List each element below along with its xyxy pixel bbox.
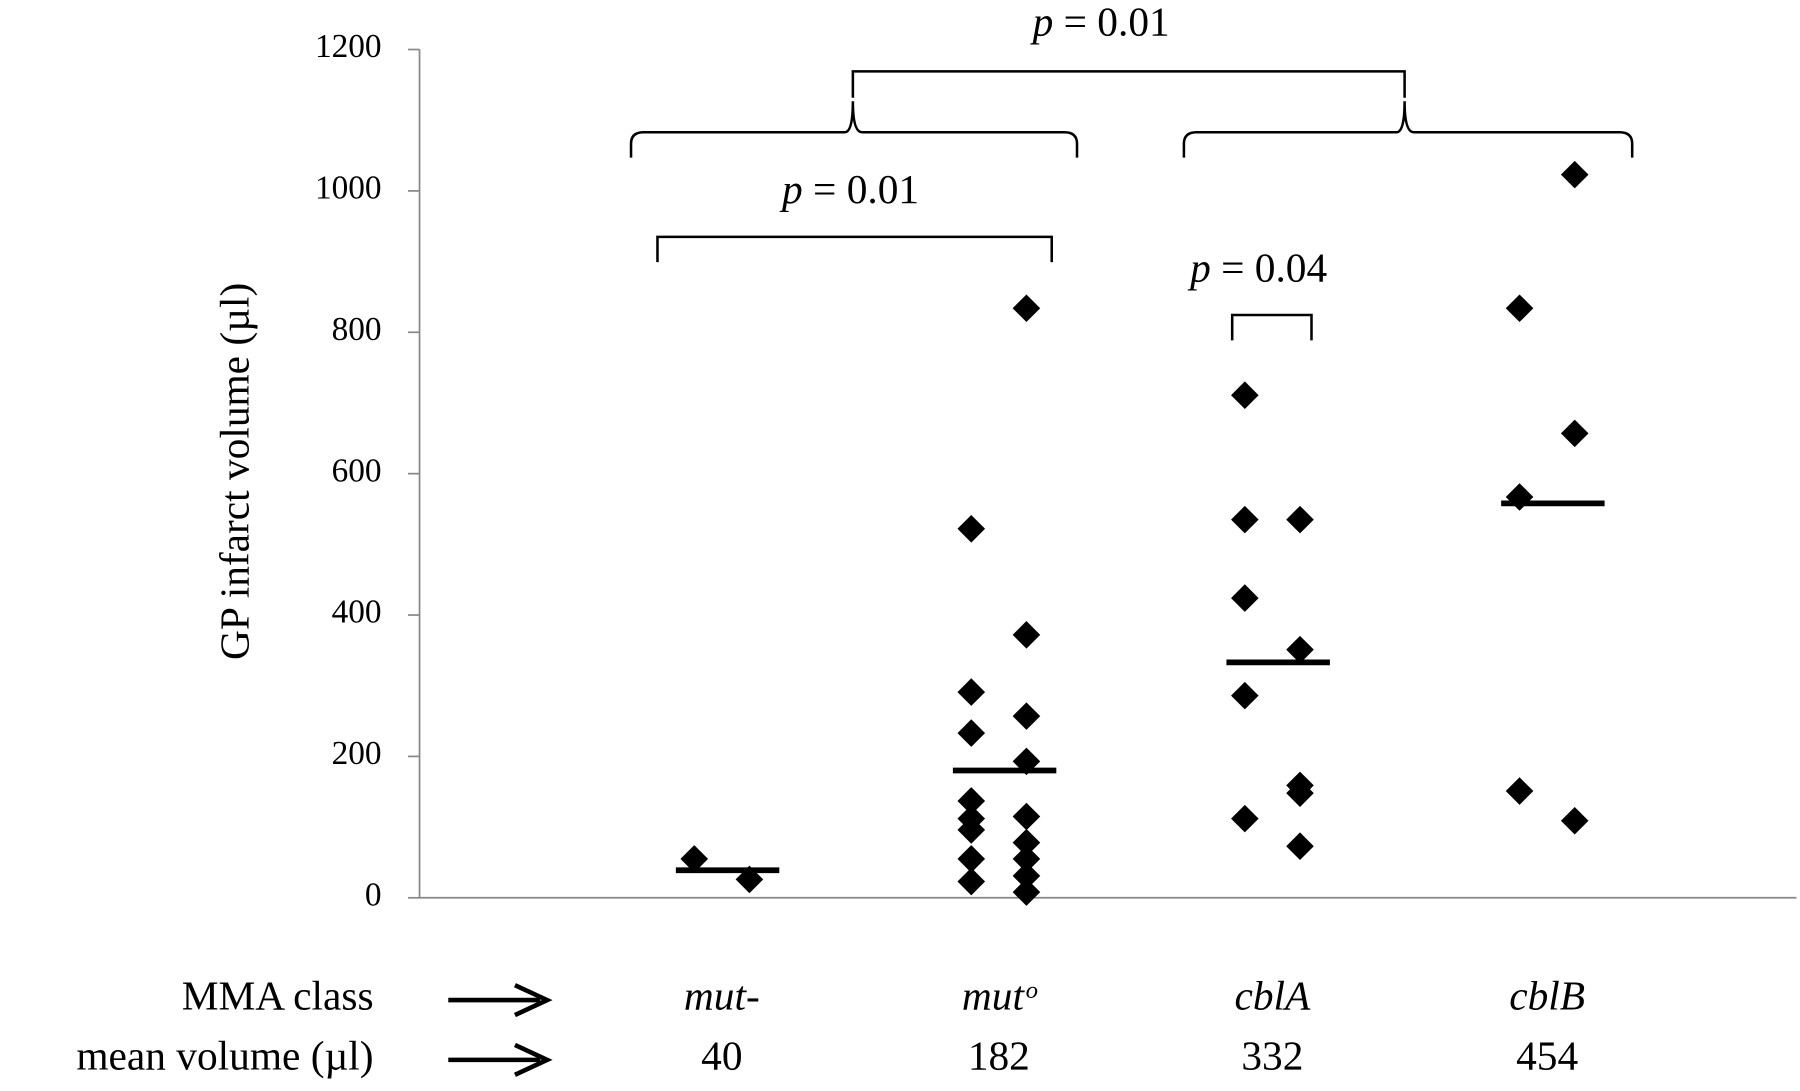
y-tick-label: 200	[332, 735, 382, 772]
p-symbol: p	[1030, 0, 1054, 44]
point	[1505, 483, 1534, 511]
category-label: cblB	[1509, 973, 1585, 1019]
p-value: p = 0.01	[1030, 0, 1170, 44]
y-axis-label: GP infarct volume (µl)	[212, 283, 259, 660]
point	[1286, 832, 1314, 860]
p-value: p = 0.04	[1187, 244, 1327, 290]
point	[1286, 635, 1314, 664]
point	[957, 787, 986, 815]
p-text: = 0.01	[1053, 0, 1169, 44]
y-tick-label: 1200	[315, 28, 382, 65]
point	[680, 845, 709, 873]
point	[957, 719, 986, 747]
point	[957, 678, 986, 706]
point	[1012, 294, 1041, 323]
p-symbol: p	[1187, 244, 1211, 290]
point	[1231, 381, 1259, 409]
row-label: MMA class	[182, 973, 374, 1019]
point	[957, 845, 986, 873]
p-value: p = 0.01	[779, 166, 919, 212]
point	[957, 867, 986, 896]
point	[1012, 845, 1041, 873]
point	[1286, 779, 1314, 807]
y-tick-label: 800	[332, 311, 382, 348]
point	[1560, 806, 1589, 835]
point	[1012, 802, 1041, 831]
p-symbol: p	[779, 166, 803, 212]
point	[1012, 621, 1041, 649]
point	[1012, 828, 1041, 857]
row-label: mean volume (µl)	[76, 1032, 373, 1079]
point	[1231, 681, 1259, 710]
arrows	[448, 983, 553, 1077]
mean-value: 454	[1516, 1032, 1578, 1078]
point	[1505, 777, 1534, 805]
mean-value: 182	[968, 1032, 1030, 1078]
point	[1012, 702, 1041, 730]
mean-value: 40	[701, 1032, 742, 1078]
y-tick-label: 400	[332, 594, 382, 631]
point	[1560, 419, 1589, 448]
p-text: = 0.04	[1211, 244, 1328, 290]
y-tick-label: 1000	[315, 170, 382, 207]
y-tick-label: 600	[332, 452, 382, 489]
category-label: mut-	[684, 973, 760, 1019]
category-label: cblA	[1235, 973, 1312, 1019]
point	[1231, 505, 1259, 534]
point	[1012, 862, 1041, 890]
point	[1012, 878, 1041, 906]
point	[957, 816, 986, 844]
point	[1231, 804, 1259, 833]
y-tick-label: 0	[365, 876, 382, 913]
point	[957, 515, 986, 543]
point	[1560, 160, 1589, 189]
mean-value: 332	[1241, 1032, 1303, 1078]
point	[1286, 505, 1314, 534]
brackets	[629, 70, 1634, 341]
category-label: mutᵒ	[962, 973, 1038, 1019]
point	[1231, 584, 1259, 612]
point	[1505, 294, 1534, 323]
p-text: = 0.01	[803, 166, 919, 212]
